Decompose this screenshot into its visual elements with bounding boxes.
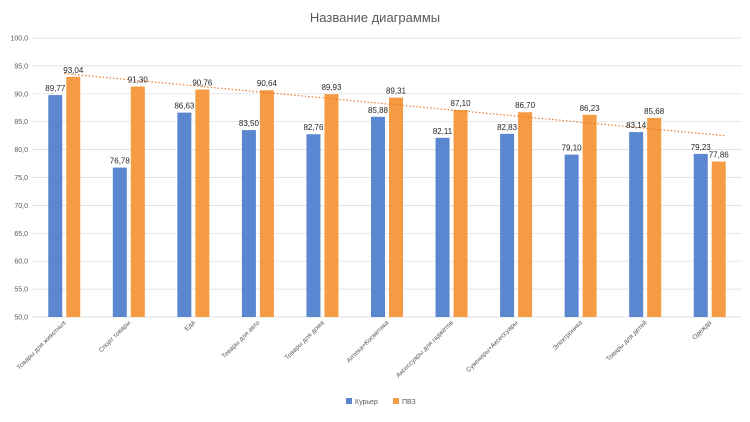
- bar-courier: [112, 167, 127, 317]
- data-label: 83,50: [239, 119, 260, 128]
- grid: [32, 37, 742, 318]
- y-tick-label: 50,0: [14, 315, 28, 322]
- y-tick-label: 80,0: [14, 147, 28, 154]
- bar-pickup: [389, 97, 403, 317]
- x-tick-label: Аксессуары для гаджетов: [395, 319, 455, 379]
- data-label: 90,64: [257, 79, 278, 88]
- chart-title: Название диаграммы: [310, 10, 440, 25]
- bar-pickup: [324, 94, 339, 317]
- y-tick-label: 75,0: [14, 175, 28, 182]
- data-label: 76,78: [110, 157, 131, 166]
- bar-pickup: [518, 112, 533, 318]
- data-label: 85,68: [644, 107, 665, 116]
- x-tick-label: Товары для дома: [284, 319, 326, 361]
- data-label: 79,10: [562, 144, 583, 153]
- legend-swatch: [393, 398, 399, 404]
- data-label: 89,31: [386, 87, 407, 96]
- y-tick-label: 60,0: [14, 259, 28, 266]
- x-tick-label: Еда: [184, 319, 198, 333]
- bar-courier: [241, 130, 256, 317]
- legend-swatch: [346, 398, 352, 404]
- bar-courier: [48, 95, 63, 317]
- x-tick-label: Товары для авто: [221, 319, 262, 360]
- data-label: 79,23: [691, 143, 712, 152]
- x-tick-label: Электроника: [552, 319, 585, 352]
- x-tick-label: Одежда: [691, 319, 713, 341]
- bar-courier: [564, 154, 579, 317]
- bars: [48, 76, 726, 318]
- bar-courier: [693, 153, 708, 317]
- data-label: 82,11: [433, 127, 453, 136]
- data-label: 91,30: [128, 76, 149, 85]
- data-label: 89,93: [321, 83, 342, 92]
- bar-courier: [500, 133, 515, 317]
- x-tick-label: Товары для животных: [16, 319, 68, 371]
- data-label: 86,23: [580, 104, 601, 113]
- bar-pickup: [647, 117, 662, 317]
- legend-label: ПВЗ: [402, 399, 416, 406]
- legend: Курьер ПВЗ: [346, 398, 416, 406]
- data-label: 85,88: [368, 106, 389, 115]
- data-label: 77,86: [709, 151, 730, 160]
- data-label: 82,76: [303, 123, 324, 132]
- bar-courier: [371, 116, 385, 317]
- bar-pickup: [195, 89, 210, 317]
- y-axis: 50,0 55,0 60,0 65,0 70,0 75,0 80,0 85,0 90,0 95,0…: [10, 36, 28, 322]
- x-axis: Товары для животных Спорт товары Еда Товары…: [16, 318, 714, 379]
- data-label: 82,83: [497, 123, 518, 132]
- y-tick-label: 100,0: [10, 36, 28, 43]
- bar-courier: [306, 134, 321, 317]
- bar-pickup: [130, 86, 145, 318]
- x-tick-label: Спорт товары: [98, 319, 133, 354]
- data-labels: 89,77 93,04 76,78 91,30 86,63 90,76 83,50 90,64…: [45, 66, 729, 166]
- y-tick-label: 55,0: [14, 287, 28, 294]
- data-label: 83,14: [626, 121, 647, 130]
- bar-pickup: [453, 109, 468, 318]
- data-label: 86,70: [515, 101, 536, 110]
- bar-courier: [177, 112, 192, 317]
- data-label: 90,76: [192, 79, 213, 88]
- trendline: [64, 72, 726, 137]
- y-tick-label: 85,0: [14, 119, 28, 126]
- trendline-line: [64, 72, 726, 137]
- x-tick-label: Аптека+Косметика: [346, 319, 391, 364]
- data-label: 86,63: [174, 102, 195, 111]
- x-tick-label: Товары для детей: [604, 318, 648, 362]
- bar-pickup: [582, 114, 597, 317]
- y-tick-label: 95,0: [14, 63, 28, 70]
- bar-pickup: [259, 90, 274, 318]
- data-label: 87,10: [451, 99, 472, 108]
- bar-pickup: [66, 76, 81, 318]
- y-tick-label: 65,0: [14, 231, 28, 238]
- data-label: 89,77: [45, 84, 66, 93]
- bar-pickup: [711, 161, 726, 317]
- bar-courier: [435, 137, 450, 317]
- x-tick-label: Сувениры+Аксессуары: [465, 319, 520, 374]
- legend-label: Курьер: [355, 399, 378, 406]
- bar-courier: [629, 132, 644, 317]
- data-label: 93,04: [63, 66, 84, 75]
- y-tick-label: 70,0: [14, 203, 28, 210]
- y-tick-label: 90,0: [14, 91, 28, 98]
